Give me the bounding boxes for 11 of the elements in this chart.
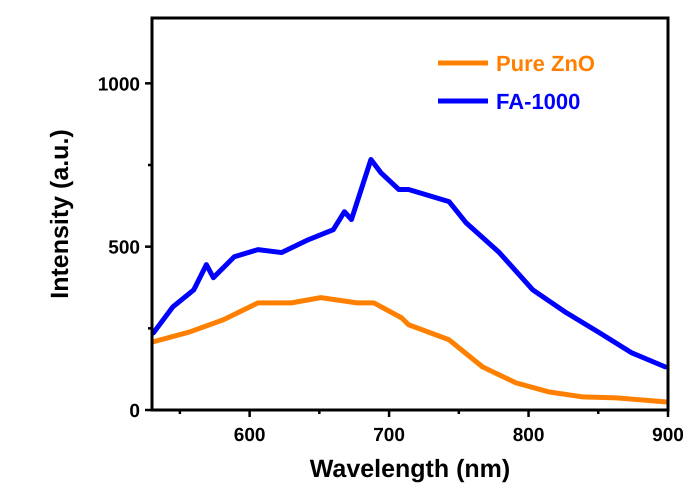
x-tick-label: 600: [234, 425, 266, 446]
y-axis-title: Intensity (a.u.): [46, 129, 74, 299]
y-tick-label: 0: [129, 401, 140, 422]
x-tick-label: 900: [652, 425, 684, 446]
legend-label: FA-1000: [496, 89, 580, 114]
x-tick-label: 700: [373, 425, 405, 446]
y-tick-label: 500: [108, 238, 140, 259]
x-tick-label: 800: [512, 425, 544, 446]
legend-label: Pure ZnO: [496, 51, 596, 76]
x-axis-title: Wavelength (nm): [310, 455, 510, 483]
y-tick-label: 1000: [98, 74, 140, 96]
